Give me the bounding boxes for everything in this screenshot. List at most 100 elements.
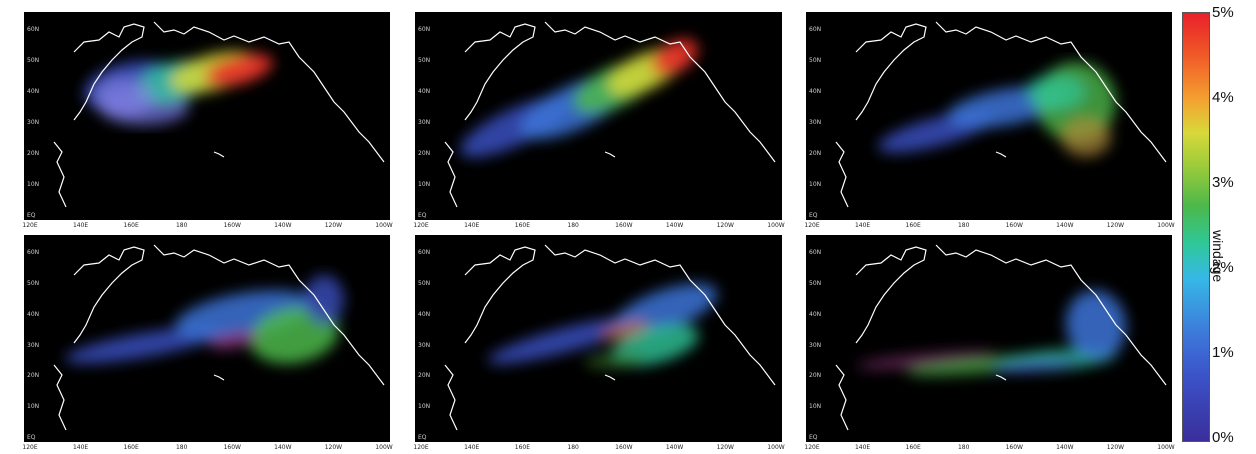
lat-tick-label: 60N xyxy=(809,26,822,33)
map-canvas xyxy=(444,21,776,208)
map-panel-3: 60N 50N 40N 30N 20N 10N EQ xyxy=(806,12,1172,220)
lat-tick-label: 30N xyxy=(27,119,40,126)
lon-tick-label: 120W xyxy=(324,222,343,229)
lon-tick-label: 120E xyxy=(804,444,820,451)
lon-tick-label: 140E xyxy=(72,222,89,229)
lon-tick-label: 160W xyxy=(223,222,241,229)
lon-tick-label: 160E xyxy=(905,444,921,451)
map-panel-1: 60N 50N 40N 30N 20N 10N EQ xyxy=(24,12,390,220)
colorbar-tick-label: 2% xyxy=(1212,259,1234,276)
lat-tick-label: 30N xyxy=(418,119,431,126)
lon-tick-label: 140W xyxy=(1056,444,1074,451)
lat-tick-label: EQ xyxy=(418,434,427,441)
lon-tick-label: 180 xyxy=(567,444,579,451)
lat-tick-label: 40N xyxy=(27,88,40,95)
lon-tick-label: 160E xyxy=(514,444,531,451)
lat-tick-label: EQ xyxy=(27,212,36,219)
coastline xyxy=(53,244,385,431)
lat-tick-label: 40N xyxy=(809,310,822,318)
debris-plume xyxy=(65,275,344,364)
map-canvas xyxy=(53,21,385,208)
lon-tick-row: 120E 140E 160E 180 160W 140W 120W 100W xyxy=(413,222,784,230)
lon-tick-label: 100W xyxy=(767,444,785,451)
lat-tick-label: 50N xyxy=(418,57,431,64)
debris-plume xyxy=(877,62,1116,157)
coastline xyxy=(444,21,776,208)
lon-tick-row: 120E 140E 160E 180 160W 140W 120W 100W xyxy=(804,444,1174,452)
coastline xyxy=(53,21,385,208)
lat-tick-label: 20N xyxy=(418,372,431,380)
map-panel-5: 60N 50N 40N 30N 20N 10N EQ xyxy=(415,235,782,442)
lon-tick-label: 160W xyxy=(1005,222,1023,229)
plume-blob xyxy=(991,357,1081,373)
lon-tick-label: 160W xyxy=(615,444,633,451)
plume-blob xyxy=(1061,117,1111,157)
lon-tick-label: 140E xyxy=(72,444,89,451)
coastline xyxy=(835,244,1167,431)
lat-tick-label: 50N xyxy=(809,57,822,64)
lon-tick-label: 140W xyxy=(1056,222,1074,229)
lat-tick-label: 10N xyxy=(27,181,40,188)
plume-blob xyxy=(1026,74,1086,110)
lat-tick-label: 50N xyxy=(418,279,431,287)
lon-tick-label: 180 xyxy=(175,444,188,451)
lat-tick-label: 60N xyxy=(27,26,40,33)
plume-blob xyxy=(65,326,223,364)
lon-tick-label: 120W xyxy=(324,444,343,451)
lat-tick-label: 20N xyxy=(27,372,40,380)
lon-tick-label: 140W xyxy=(665,444,684,451)
colorbar-tick-label: 5% xyxy=(1212,4,1234,21)
lon-tick-label: 120E xyxy=(804,222,820,229)
lon-tick-label: 160W xyxy=(615,222,633,229)
lon-tick-label: 140E xyxy=(854,222,871,229)
lat-tick-label: 40N xyxy=(809,88,822,95)
debris-plume xyxy=(460,38,698,158)
coastline xyxy=(444,244,776,431)
lat-tick-label: EQ xyxy=(27,434,36,441)
lat-tick-label: 40N xyxy=(418,88,431,95)
lon-tick-label: 100W xyxy=(375,222,393,229)
plume-blob xyxy=(652,38,698,76)
lon-tick-label: 120E xyxy=(413,222,429,229)
lon-tick-label: 160W xyxy=(1005,444,1023,451)
lon-tick-label: 180 xyxy=(175,222,188,229)
lon-tick-label: 160E xyxy=(123,222,139,229)
lat-tick-label: 50N xyxy=(27,279,40,287)
lon-tick-label: 140E xyxy=(464,222,480,229)
lat-tick-label: 10N xyxy=(418,181,431,188)
lon-tick-label: 180 xyxy=(957,222,970,229)
lon-tick-label: 140W xyxy=(665,222,684,229)
lon-tick-row: 120E 140E 160E 180 160W 140W 120W 100W xyxy=(22,444,393,452)
lat-tick-label: EQ xyxy=(809,434,818,441)
windage-colorbar xyxy=(1182,12,1210,442)
lat-tick-label: 20N xyxy=(27,150,40,157)
colorbar-tick-label: 3% xyxy=(1212,174,1234,191)
plume-blob xyxy=(94,77,154,117)
lat-tick-label: 30N xyxy=(809,119,822,126)
lon-tick-row: 120E 140E 160E 180 160W 140W 120W 100W xyxy=(413,444,785,452)
lat-tick-label: EQ xyxy=(418,212,427,219)
map-canvas xyxy=(53,244,385,431)
lat-tick-label: 10N xyxy=(809,181,822,188)
plume-blob xyxy=(1065,290,1127,360)
lat-tick-label: 40N xyxy=(27,310,40,318)
lat-tick-label: 10N xyxy=(809,403,822,411)
lon-tick-label: 120W xyxy=(716,222,734,229)
plume-blob xyxy=(304,275,344,325)
lon-tick-label: 180 xyxy=(957,444,970,451)
lat-tick-label: 50N xyxy=(809,279,822,287)
lon-tick-label: 120E xyxy=(22,444,38,451)
lon-tick-label: 140W xyxy=(274,444,292,451)
map-canvas xyxy=(444,244,776,431)
lat-tick-label: 60N xyxy=(418,26,431,33)
lat-tick-label: 30N xyxy=(809,341,822,349)
lat-tick-label: 20N xyxy=(418,150,431,157)
lat-tick-label: 30N xyxy=(27,341,40,349)
lon-tick-row: 120E 140E 160E 180 160W 140W 120W 100W xyxy=(22,222,393,230)
map-canvas xyxy=(835,21,1167,208)
lon-tick-label: 160E xyxy=(514,222,531,229)
colorbar-tick-label: 4% xyxy=(1212,89,1234,106)
lon-tick-label: 120W xyxy=(1106,222,1125,229)
lon-tick-label: 180 xyxy=(567,222,579,229)
lon-tick-label: 100W xyxy=(375,444,393,451)
